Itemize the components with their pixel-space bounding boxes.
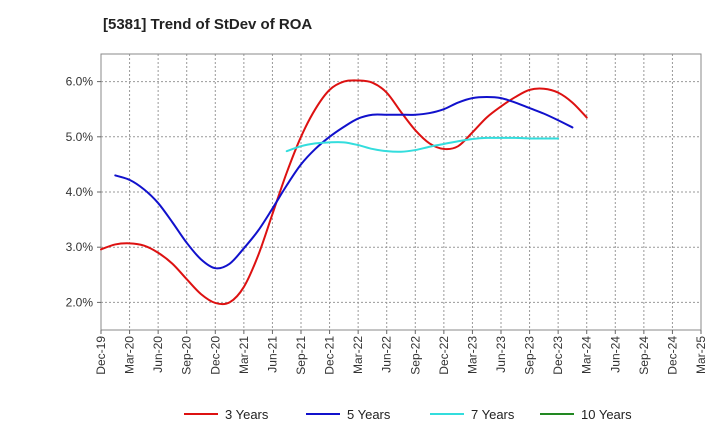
series-line-3-years — [100, 79, 588, 306]
x-tick-label: Dec-21 — [323, 336, 337, 375]
x-tick-label: Mar-21 — [237, 336, 251, 374]
legend-label-10-years: 10 Years — [581, 407, 632, 422]
x-tick-label: Mar-23 — [465, 336, 479, 374]
x-tick-label: Sep-21 — [294, 336, 308, 375]
y-tick-label: 5.0% — [66, 130, 94, 144]
series-line-5-years — [114, 96, 574, 270]
y-tick-label: 3.0% — [66, 240, 94, 254]
x-tick-label: Dec-24 — [665, 336, 679, 375]
x-tick-label: Mar-20 — [123, 336, 137, 374]
chart-title: [5381] Trend of StDev of ROA — [103, 16, 312, 33]
x-tick-label: Mar-25 — [694, 336, 708, 374]
y-tick-label: 6.0% — [66, 75, 94, 89]
y-axis: 2.0% 3.0% 4.0% 5.0% 6.0% — [66, 75, 101, 309]
series-line-7-years — [285, 136, 560, 153]
x-tick-label: Sep-23 — [523, 336, 537, 375]
x-tick-label: Sep-22 — [408, 336, 422, 375]
x-tick-label: Jun-22 — [380, 336, 394, 373]
legend-label-7-years: 7 Years — [471, 407, 515, 422]
legend-label-5-years: 5 Years — [347, 407, 391, 422]
x-tick-label: Jun-23 — [494, 336, 508, 373]
x-tick-label: Jun-20 — [151, 336, 165, 373]
x-tick-label: Jun-21 — [265, 336, 279, 373]
x-tick-label: Jun-24 — [608, 336, 622, 373]
y-tick-label: 4.0% — [66, 185, 94, 199]
legend-label-3-years: 3 Years — [225, 407, 269, 422]
x-tick-label: Dec-19 — [94, 336, 108, 375]
x-axis: Dec-19 Mar-20 Jun-20 Sep-20 Dec-20 Mar-21 Jun-… — [94, 330, 708, 375]
x-tick-label: Mar-24 — [580, 336, 594, 374]
series-layer — [100, 79, 588, 306]
x-tick-label: Dec-20 — [208, 336, 222, 375]
x-tick-label: Sep-24 — [637, 336, 651, 375]
y-tick-label: 2.0% — [66, 295, 94, 309]
x-tick-label: Sep-20 — [180, 336, 194, 375]
x-tick-label: Dec-23 — [551, 336, 565, 375]
legend: 3 Years 5 Years 7 Years 10 Years — [184, 407, 632, 422]
x-tick-label: Mar-22 — [351, 336, 365, 374]
x-tick-label: Dec-22 — [437, 336, 451, 375]
